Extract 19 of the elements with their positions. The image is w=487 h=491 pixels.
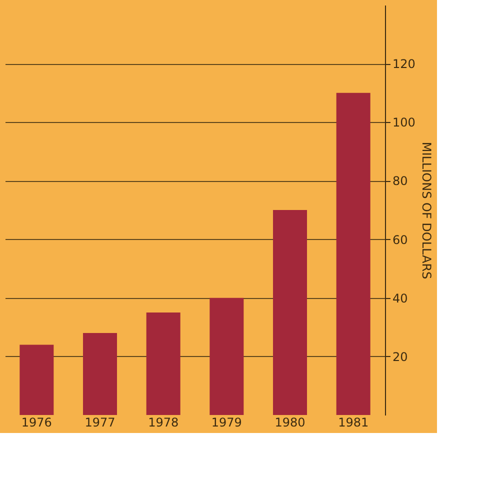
- bar: [20, 344, 54, 415]
- bar: [336, 92, 370, 415]
- x-tick-label: 1977: [84, 416, 116, 430]
- x-tick-label: 1976: [21, 416, 52, 430]
- bar: [210, 298, 244, 415]
- y-tick-label: 100: [392, 116, 416, 130]
- x-tick-label: 1978: [148, 416, 179, 430]
- bar: [146, 312, 180, 415]
- bar: [273, 210, 307, 415]
- y-tick-label: 120: [392, 57, 416, 72]
- y-tick-label: 80: [392, 174, 408, 188]
- y-tick-label: 40: [392, 291, 408, 306]
- y-tick-label: 60: [392, 232, 408, 247]
- bar: [83, 333, 117, 415]
- y-axis-title: MILLIONS OF DOLLARS: [419, 142, 434, 280]
- x-tick-label: 1979: [211, 416, 242, 430]
- y-tick-label: 20: [392, 350, 408, 364]
- x-tick-label: 1980: [274, 416, 306, 430]
- x-tick-label: 1981: [338, 416, 369, 430]
